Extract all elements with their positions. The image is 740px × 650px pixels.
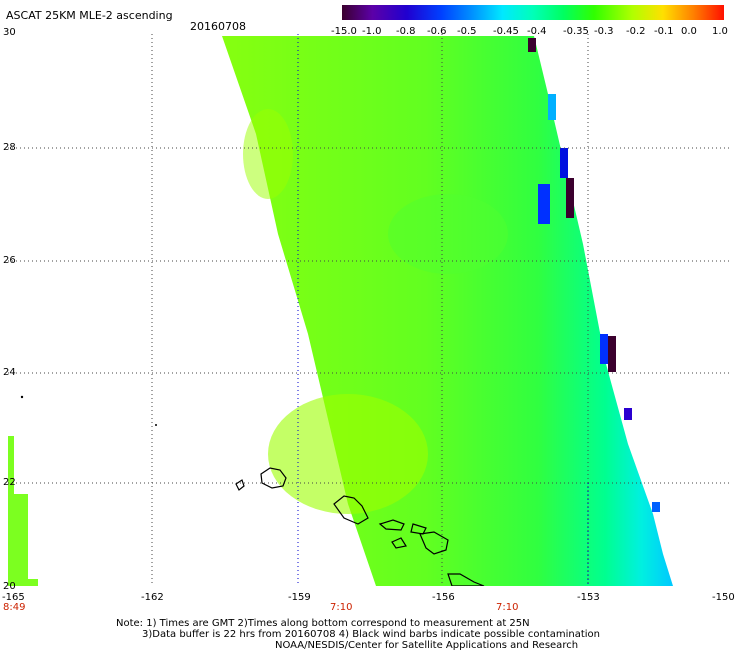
colorbar-label: -0.5 [457, 26, 477, 37]
lon-label: -150 [712, 592, 735, 603]
wind-swath [222, 36, 673, 586]
hawaii-coastline [235, 467, 485, 586]
time-label: 8:49 [3, 602, 26, 613]
lat-label: 30 [3, 27, 16, 38]
lat-label: 26 [3, 255, 16, 266]
colorbar-label: -0.6 [427, 26, 447, 37]
colorbar-label: -0.4 [527, 26, 547, 37]
time-label: 7:10 [496, 602, 519, 613]
map-title: ASCAT 25KM MLE-2 ascending [6, 9, 173, 22]
lon-label: -153 [577, 592, 600, 603]
colorbar-label: -0.2 [626, 26, 646, 37]
lon-label: -156 [432, 592, 455, 603]
map-date: 20160708 [190, 20, 246, 33]
colorbar-label: -15.0 [331, 26, 357, 37]
colorbar-label: 1.0 [712, 26, 728, 37]
lon-label: -162 [141, 592, 164, 603]
colorbar-label: -0.45 [493, 26, 519, 37]
lon-label: -159 [288, 592, 311, 603]
lat-label: 20 [3, 581, 16, 592]
lat-label: 24 [3, 367, 16, 378]
map-plot [8, 34, 730, 586]
lat-label: 28 [3, 142, 16, 153]
lat-label: 22 [3, 477, 16, 488]
note-line-2: 3)Data buffer is 22 hrs from 20160708 4)… [142, 629, 600, 640]
colorbar-label: -0.8 [396, 26, 416, 37]
colorbar-label: -0.35 [563, 26, 589, 37]
colorbar-label: -0.3 [594, 26, 614, 37]
colorbar [342, 5, 724, 20]
colorbar-label: 0.0 [681, 26, 697, 37]
colorbar-label: -1.0 [362, 26, 382, 37]
time-label: 7:10 [330, 602, 353, 613]
colorbar-label: -0.1 [654, 26, 674, 37]
note-line-3: NOAA/NESDIS/Center for Satellite Applica… [275, 640, 579, 650]
lon-label: -165 [2, 592, 25, 603]
note-line-1: Note: 1) Times are GMT 2)Times along bot… [116, 618, 530, 629]
